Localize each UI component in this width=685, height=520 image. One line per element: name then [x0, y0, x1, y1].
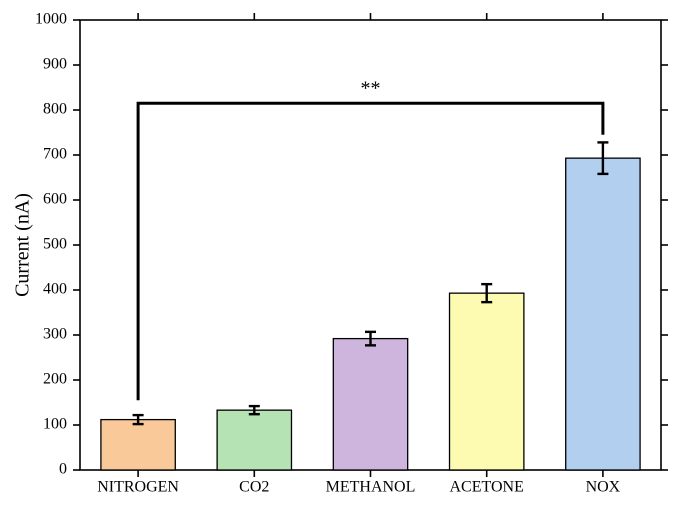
xtick-label: METHANOL: [326, 478, 416, 495]
bar: [101, 420, 175, 470]
xtick-label: NITROGEN: [97, 478, 179, 495]
ytick-label: 700: [43, 146, 67, 163]
ytick-label: 800: [43, 101, 67, 118]
bar: [217, 410, 291, 470]
ytick-label: 900: [43, 56, 67, 73]
ytick-label: 600: [43, 191, 67, 208]
ytick-label: 1000: [35, 11, 67, 28]
bar: [450, 293, 524, 470]
current-bar-chart: 0 100 200 300 400 500 600 700 800 900 1000 NITROGEN…: [0, 0, 685, 520]
ytick-label: 100: [43, 416, 67, 433]
significance-label: **: [361, 77, 381, 99]
ytick-label: 200: [43, 371, 67, 388]
y-axis-label: Current (nA): [12, 193, 34, 297]
bar: [333, 339, 407, 470]
ytick-label: 300: [43, 326, 67, 343]
xtick-label: CO2: [239, 478, 269, 495]
xtick-label: NOX: [586, 478, 621, 495]
ytick-label: 400: [43, 281, 67, 298]
ytick-label: 0: [59, 461, 67, 478]
xtick-label: ACETONE: [450, 478, 524, 495]
ytick-label: 500: [43, 236, 67, 253]
bar: [566, 158, 640, 470]
